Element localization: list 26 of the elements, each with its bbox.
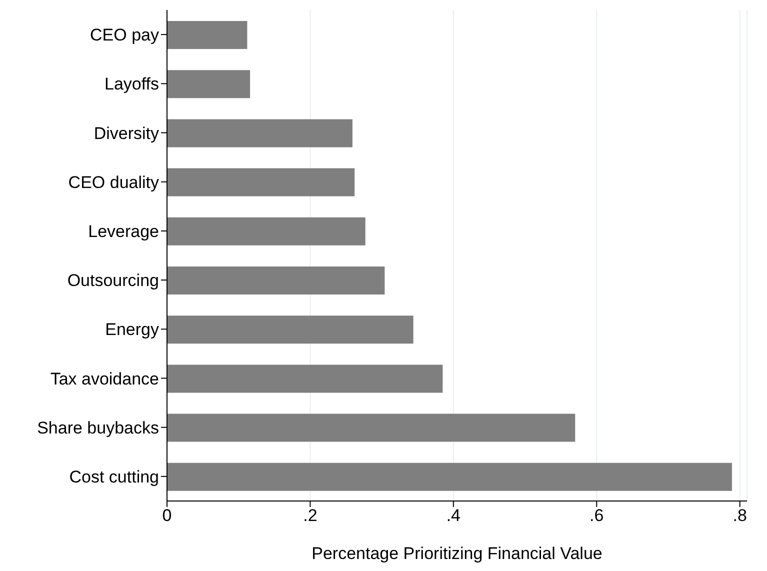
y-tick-label: Leverage <box>88 222 159 241</box>
y-tick-label: Diversity <box>94 124 160 143</box>
bar <box>167 119 352 148</box>
y-tick-label: Cost cutting <box>69 467 159 486</box>
bar <box>167 462 732 491</box>
y-tick-label: Tax avoidance <box>50 369 159 388</box>
x-tick-label: 0 <box>162 506 172 526</box>
x-tick-label: .2 <box>303 506 318 526</box>
x-tick-label: .8 <box>732 506 747 526</box>
bar <box>167 266 385 294</box>
y-tick-label: Outsourcing <box>67 271 159 290</box>
bar <box>167 70 250 98</box>
bar <box>167 414 576 442</box>
bar <box>167 316 414 344</box>
bar <box>167 21 248 49</box>
x-axis-title: Percentage Prioritizing Financial Value <box>312 544 602 563</box>
x-tick-label: .6 <box>590 506 604 526</box>
y-tick-label: Share buybacks <box>37 418 159 438</box>
y-tick-label: Energy <box>105 320 160 340</box>
bar <box>167 364 443 393</box>
y-tick-label: CEO pay <box>90 26 160 45</box>
y-tick-label: Layoffs <box>104 74 159 94</box>
bar <box>167 168 355 196</box>
x-tick-label: .4 <box>446 506 461 526</box>
y-tick-label: CEO duality <box>68 172 160 192</box>
bar <box>167 217 366 246</box>
